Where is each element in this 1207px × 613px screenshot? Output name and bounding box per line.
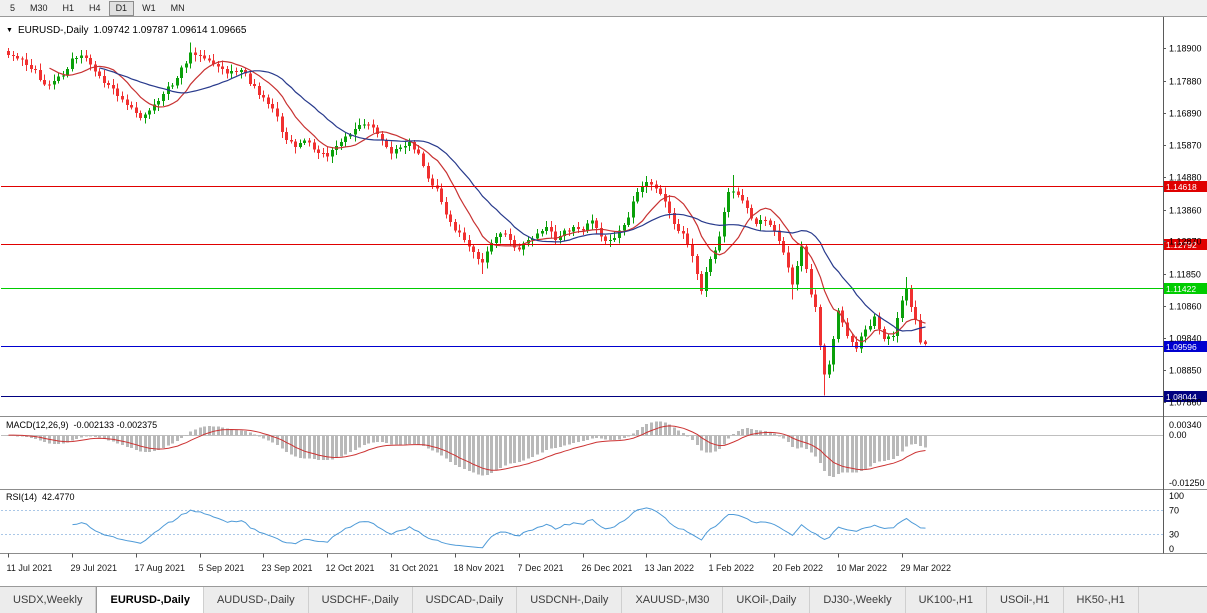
date-label: 5 Sep 2021 (199, 563, 245, 573)
chart-tab-ukoil-daily[interactable]: UKOil-,Daily (723, 587, 811, 613)
date-axis[interactable]: 11 Jul 2021 29 Jul 2021 17 Aug 2021 5 Sep 2… (7, 553, 952, 574)
macd-tick-label: -0.01250 (1169, 478, 1205, 488)
price-tick-label: 1.07860 (1169, 398, 1202, 408)
timeframe-d1[interactable]: D1 (108, 0, 135, 16)
rsi-levels (1, 509, 1163, 536)
hline-1.11422[interactable]: 1.11422 (1, 283, 1207, 294)
price-tick-label: 1.12870 (1169, 237, 1202, 247)
price-tag-label: 1.08044 (1166, 392, 1197, 402)
chart-ohlc-readout: ▼ EURUSD-,Daily 1.09742 1.09787 1.09614 … (6, 25, 246, 36)
chart-tab-usdcad-daily[interactable]: USDCAD-,Daily (413, 587, 518, 613)
price-tick-label: 1.18900 (1169, 44, 1202, 54)
hline-1.12792[interactable]: 1.12792 (1, 239, 1207, 250)
date-label: 17 Aug 2021 (135, 563, 186, 573)
hline-1.14618[interactable]: 1.14618 (1, 181, 1207, 192)
chart-tab-dj30-weekly[interactable]: DJ30-,Weekly (810, 587, 906, 613)
price-tick-label: 1.08850 (1169, 366, 1202, 376)
chart-tab-usdx-weekly[interactable]: USDX,Weekly (0, 587, 97, 613)
date-label: 12 Oct 2021 (326, 563, 375, 573)
date-label: 18 Nov 2021 (454, 563, 505, 573)
rsi-indicator-label: RSI(14) 42.4770 (6, 492, 75, 502)
timeframe-h4[interactable]: H4 (89, 2, 101, 13)
date-label: 23 Sep 2021 (262, 563, 313, 573)
price-tick-label: 1.10860 (1169, 302, 1202, 312)
price-tick-label: 1.09840 (1169, 334, 1202, 344)
macd-signal-line (8, 425, 926, 471)
macd-indicator-label: MACD(12,26,9) -0.002133 -0.002375 (6, 420, 157, 430)
timeframe-w1[interactable]: W1 (142, 2, 156, 13)
chart-tab-audusd-daily[interactable]: AUDUSD-,Daily (204, 587, 309, 613)
price-tick-label: 1.17880 (1169, 77, 1202, 87)
price-tick-label: 1.14880 (1169, 173, 1202, 183)
rsi-axis[interactable]: 100 70 30 0 (1169, 491, 1184, 554)
date-label: 26 Dec 2021 (582, 563, 633, 573)
date-label: 10 Mar 2022 (837, 563, 888, 573)
rsi-value: 42.4770 (42, 492, 75, 502)
price-tick-label: 1.13860 (1169, 206, 1202, 216)
price-tick-label: 1.15870 (1169, 141, 1202, 151)
price-tag-label: 1.14618 (1166, 182, 1197, 192)
price-tag-label: 1.12792 (1166, 240, 1197, 250)
macd-tick-label: 0.00340 (1169, 420, 1202, 430)
chart-tab-hk50-h1[interactable]: HK50-,H1 (1064, 587, 1139, 613)
timeframe-h1[interactable]: H1 (62, 2, 75, 13)
hline-1.09596[interactable]: 1.09596 (1, 341, 1207, 352)
price-tag-label: 1.09596 (1166, 342, 1197, 352)
date-label: 11 Jul 2021 (7, 563, 53, 573)
rsi-tick-label: 100 (1169, 491, 1184, 501)
price-tick-label: 1.11850 (1169, 270, 1201, 280)
macd-values: -0.002133 -0.002375 (73, 420, 158, 430)
date-label: 1 Feb 2022 (709, 563, 755, 573)
chart-ohlc-values: 1.09742 1.09787 1.09614 1.09665 (93, 25, 247, 36)
date-label: 29 Mar 2022 (901, 563, 952, 573)
price-tag-label: 1.11422 (1166, 284, 1196, 294)
chart-tab-uk100-h1[interactable]: UK100-,H1 (906, 587, 987, 613)
timeframe-m30[interactable]: M30 (30, 2, 48, 13)
date-label: 13 Jan 2022 (645, 563, 695, 573)
chart-tab-usdcnh-daily[interactable]: USDCNH-,Daily (517, 587, 623, 613)
timeframe-mn[interactable]: MN (170, 2, 185, 13)
date-label: 29 Jul 2021 (71, 563, 118, 573)
rsi-tick-label: 70 (1169, 505, 1179, 515)
chart-tab-eurusd-daily[interactable]: EURUSD-,Daily (96, 587, 204, 613)
rsi-tick-label: 0 (1169, 544, 1174, 554)
chart-tab-xauusd-m30[interactable]: XAUUSD-,M30 (622, 587, 724, 613)
macd-histogram (1, 421, 1163, 477)
price-axis[interactable]: 1.18900 1.17880 1.16890 1.15870 1.14880 1.138… (1163, 44, 1202, 408)
date-label: 20 Feb 2022 (773, 563, 824, 573)
chart-tab-usoil-h1[interactable]: USOil-,H1 (987, 587, 1064, 613)
macd-tick-label: 0.00 (1169, 430, 1187, 440)
symbol-dropdown-icon[interactable]: ▼ (6, 27, 13, 34)
macd-name: MACD(12,26,9) (6, 420, 69, 430)
timeframe-toolbar: 5 M30 H1 H4 D1 W1 MN (0, 0, 1207, 17)
chart-background[interactable] (0, 17, 1207, 586)
hline-1.08044[interactable]: 1.08044 (1, 391, 1207, 402)
candles (7, 42, 927, 396)
rsi-tick-label: 30 (1169, 530, 1179, 540)
chart-tab-bar: USDX,Weekly EURUSD-,Daily AUDUSD-,Daily USD… (0, 586, 1207, 613)
rsi-line (72, 507, 926, 549)
chart-tab-usdchf-daily[interactable]: USDCHF-,Daily (309, 587, 413, 613)
timeframe-5[interactable]: 5 (10, 2, 16, 13)
date-label: 31 Oct 2021 (390, 563, 439, 573)
price-tick-label: 1.16890 (1169, 109, 1202, 119)
ma-slow-line (99, 67, 926, 332)
date-label: 7 Dec 2021 (518, 563, 564, 573)
rsi-name: RSI(14) (6, 492, 38, 502)
ma-fast-line (49, 60, 926, 343)
chart-symbol-label: EURUSD-,Daily (17, 25, 89, 36)
